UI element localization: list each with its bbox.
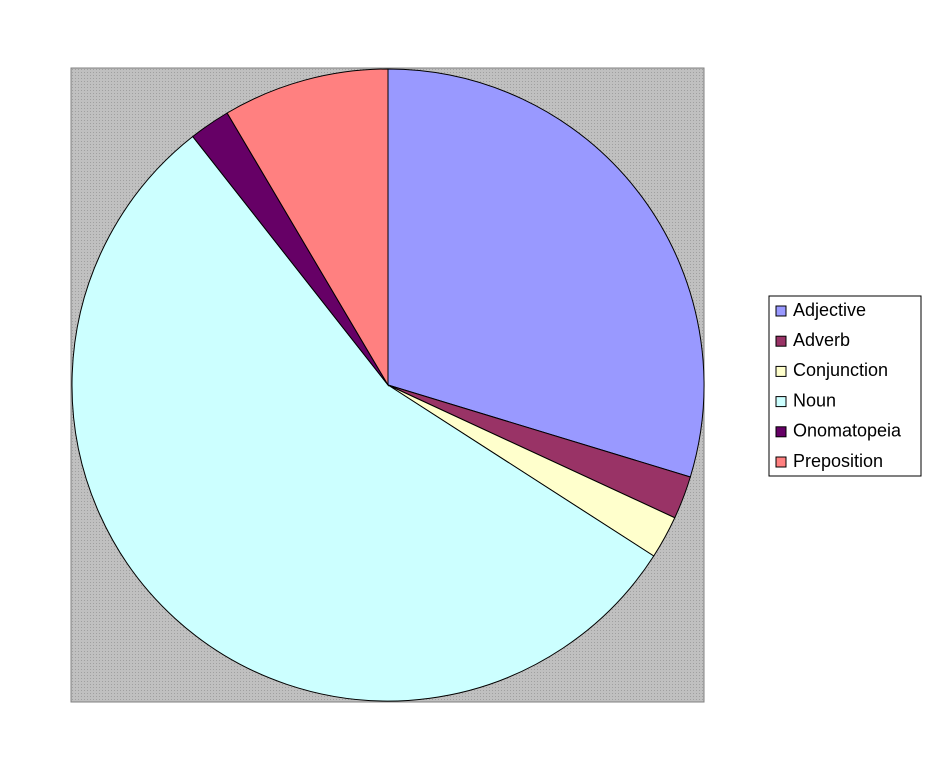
pie-slice	[387, 68, 705, 478]
legend	[768, 295, 922, 477]
pie-slice	[71, 135, 655, 702]
legend-label: Noun	[793, 390, 836, 410]
legend-swatch	[775, 456, 787, 468]
pie-slice	[226, 68, 389, 387]
legend-swatch	[775, 365, 787, 377]
legend-items: Adjective Adverb Conjunction Noun Onomatopei…	[775, 300, 902, 471]
pie	[71, 68, 705, 702]
legend-label: Onomatopeia	[793, 421, 902, 441]
legend-label: Preposition	[793, 451, 883, 471]
legend-swatch	[775, 396, 787, 408]
legend-label: Adjective	[793, 300, 866, 320]
legend-swatch	[775, 335, 787, 347]
legend-swatch	[775, 305, 787, 317]
legend-swatch	[775, 426, 787, 438]
legend-label: Adverb	[793, 330, 850, 350]
legend-label: Conjunction	[793, 360, 888, 380]
